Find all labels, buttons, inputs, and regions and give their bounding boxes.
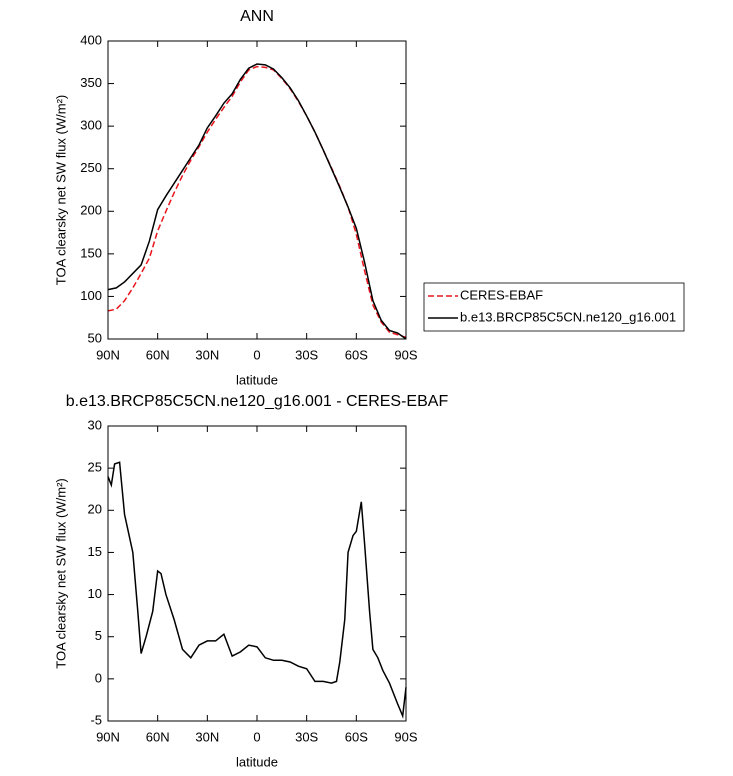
y-tick-label: 200 bbox=[80, 203, 102, 218]
x-axis-label: latitude bbox=[236, 754, 278, 769]
y-tick-label: 5 bbox=[95, 628, 102, 643]
x-tick-label: 90N bbox=[96, 347, 120, 362]
y-tick-label: 0 bbox=[95, 670, 102, 685]
y-axis-label: TOA clearsky net SW flux (W/m²) bbox=[53, 478, 68, 668]
plot-frame bbox=[107, 425, 407, 722]
y-tick-label: 25 bbox=[88, 460, 102, 475]
legend-label: b.e13.BRCP85C5CN.ne120_g16.001 bbox=[460, 309, 676, 324]
x-tick-label: 90S bbox=[394, 347, 417, 362]
y-tick-label: 400 bbox=[80, 32, 102, 47]
y-tick-label: 30 bbox=[88, 417, 102, 432]
x-tick-label: 60N bbox=[146, 729, 170, 744]
y-tick-label: 350 bbox=[80, 75, 102, 90]
x-tick-label: 30S bbox=[295, 729, 318, 744]
x-tick-label: 90N bbox=[96, 729, 120, 744]
x-tick-label: 0 bbox=[253, 729, 260, 744]
x-tick-label: 90S bbox=[394, 729, 417, 744]
x-tick-label: 60N bbox=[146, 347, 170, 362]
legend-label: CERES-EBAF bbox=[460, 287, 543, 302]
y-tick-label: 15 bbox=[88, 544, 102, 559]
series-line bbox=[107, 63, 407, 340]
y-tick-label: 10 bbox=[88, 586, 102, 601]
series-line bbox=[107, 461, 407, 719]
x-tick-label: 30S bbox=[295, 347, 318, 362]
x-tick-label: 0 bbox=[253, 347, 260, 362]
x-tick-label: 30N bbox=[195, 347, 219, 362]
x-tick-label: 60S bbox=[345, 347, 368, 362]
y-axis-label: TOA clearsky net SW flux (W/m²) bbox=[53, 95, 68, 285]
y-tick-label: 250 bbox=[80, 160, 102, 175]
series-line bbox=[107, 65, 407, 339]
legend-box bbox=[423, 282, 685, 332]
plot-frame bbox=[107, 40, 407, 340]
chart-title: ANN bbox=[240, 8, 274, 25]
x-tick-label: 30N bbox=[195, 729, 219, 744]
y-tick-label: 20 bbox=[88, 502, 102, 517]
x-axis-label: latitude bbox=[236, 372, 278, 387]
x-tick-label: 60S bbox=[345, 729, 368, 744]
y-tick-label: 50 bbox=[88, 330, 102, 345]
y-tick-label: 150 bbox=[80, 245, 102, 260]
y-tick-label: 300 bbox=[80, 118, 102, 133]
chart-title: b.e13.BRCP85C5CN.ne120_g16.001 - CERES-E… bbox=[66, 393, 449, 410]
y-tick-label: 100 bbox=[80, 288, 102, 303]
y-tick-label: -5 bbox=[90, 712, 102, 727]
